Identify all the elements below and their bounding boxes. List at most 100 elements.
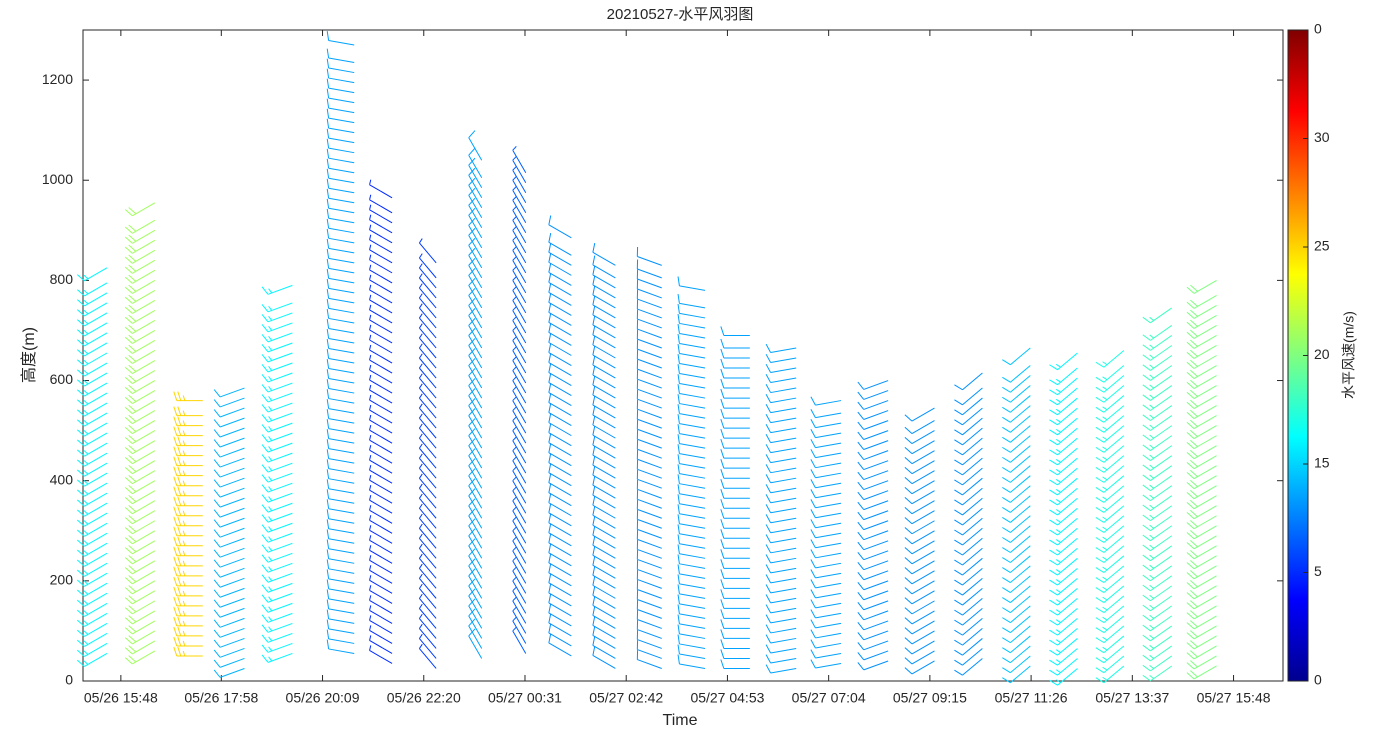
wind-barb	[1049, 457, 1078, 476]
wind-barb	[418, 453, 437, 479]
wind-barb	[1095, 615, 1125, 634]
wind-barb	[326, 369, 355, 384]
wind-barb	[369, 454, 393, 474]
wind-barb	[369, 404, 393, 424]
wind-barb	[1049, 477, 1078, 496]
wind-barb	[548, 533, 572, 557]
wind-barb	[369, 495, 393, 514]
wind-barb	[468, 338, 483, 369]
wind-barb	[369, 475, 393, 494]
wind-barb	[548, 503, 572, 527]
wind-barb	[369, 565, 393, 584]
wind-barb	[418, 573, 437, 599]
wind-barb	[173, 456, 203, 467]
wind-barb	[124, 360, 156, 374]
wind-barb	[1186, 315, 1217, 329]
wind-barb	[720, 569, 750, 579]
wind-barb	[468, 247, 483, 279]
wind-barb	[1142, 325, 1173, 341]
wind-barb	[548, 463, 572, 487]
wind-barb	[326, 459, 355, 474]
wind-barb	[720, 609, 750, 619]
wind-barb	[369, 595, 393, 614]
wind-barb	[592, 646, 616, 669]
wind-barb	[857, 560, 889, 571]
wind-barb	[1049, 648, 1078, 666]
wind-barb	[173, 486, 203, 497]
wind-barb	[326, 118, 355, 134]
wind-barb	[468, 328, 483, 359]
wind-barb	[418, 363, 437, 389]
wind-barb	[261, 612, 293, 623]
wind-barb	[326, 349, 355, 364]
wind-barb	[1095, 525, 1125, 543]
wind-barb	[592, 485, 616, 509]
wind-barb	[1002, 605, 1031, 624]
wind-barb	[636, 459, 662, 479]
wind-barb	[1142, 535, 1173, 552]
wind-barb	[954, 447, 983, 466]
wind-barb	[1095, 365, 1125, 383]
wind-barb	[1049, 537, 1078, 556]
wind-barb	[418, 623, 437, 649]
wind-barb	[326, 579, 355, 594]
wind-barb	[954, 497, 983, 516]
wind-barb	[1186, 645, 1217, 660]
wind-barb	[857, 420, 889, 430]
colorbar-tick-label: 0	[1314, 672, 1322, 688]
wind-barb	[369, 424, 393, 444]
wind-barb	[810, 499, 842, 509]
wind-barb	[326, 298, 355, 314]
wind-barb	[904, 540, 935, 555]
x-tick-label: 05/26 17:58	[184, 690, 258, 706]
wind-barb	[418, 633, 437, 659]
wind-barb	[512, 406, 527, 434]
wind-barb	[369, 354, 393, 374]
wind-barb	[720, 428, 750, 439]
wind-barb	[418, 643, 437, 669]
wind-barb	[720, 559, 750, 569]
wind-barb	[765, 414, 797, 424]
wind-barb	[677, 544, 706, 559]
wind-barb	[636, 319, 662, 339]
wind-barb	[326, 409, 355, 424]
wind-barb	[326, 188, 355, 204]
wind-barb	[1049, 608, 1078, 626]
wind-barb	[1186, 385, 1217, 399]
wind-barb	[1002, 415, 1031, 433]
wind-barb	[326, 268, 355, 284]
wind-barb	[512, 526, 527, 554]
wind-barb	[468, 488, 483, 519]
wind-barb	[77, 342, 108, 357]
wind-barb	[77, 412, 108, 427]
wind-barb	[954, 638, 983, 656]
wind-barb	[1095, 645, 1125, 664]
wind-barb	[213, 447, 245, 458]
wind-barb	[810, 639, 842, 649]
wind-barb	[765, 474, 797, 484]
wind-barb	[765, 494, 797, 504]
wind-barb	[512, 476, 527, 504]
wind-barb	[548, 633, 572, 657]
wind-barb	[954, 547, 983, 566]
wind-barb	[124, 340, 156, 354]
wind-barb	[677, 324, 706, 339]
wind-barb	[512, 296, 527, 324]
wind-barb	[468, 147, 483, 178]
wind-barb	[1095, 495, 1125, 513]
wind-barb	[326, 359, 355, 374]
wind-barb	[468, 438, 483, 469]
wind-barb	[1002, 665, 1031, 684]
wind-barb	[857, 470, 889, 481]
wind-barb	[213, 457, 245, 468]
wind-barb	[1002, 505, 1031, 523]
wind-barb	[326, 318, 355, 334]
wind-barb	[765, 574, 797, 584]
wind-barb	[124, 380, 156, 394]
wind-barb	[592, 475, 616, 499]
wind-barb	[636, 549, 662, 569]
wind-barb	[77, 522, 108, 537]
wind-barb	[1142, 445, 1173, 461]
wind-barb	[904, 550, 935, 565]
